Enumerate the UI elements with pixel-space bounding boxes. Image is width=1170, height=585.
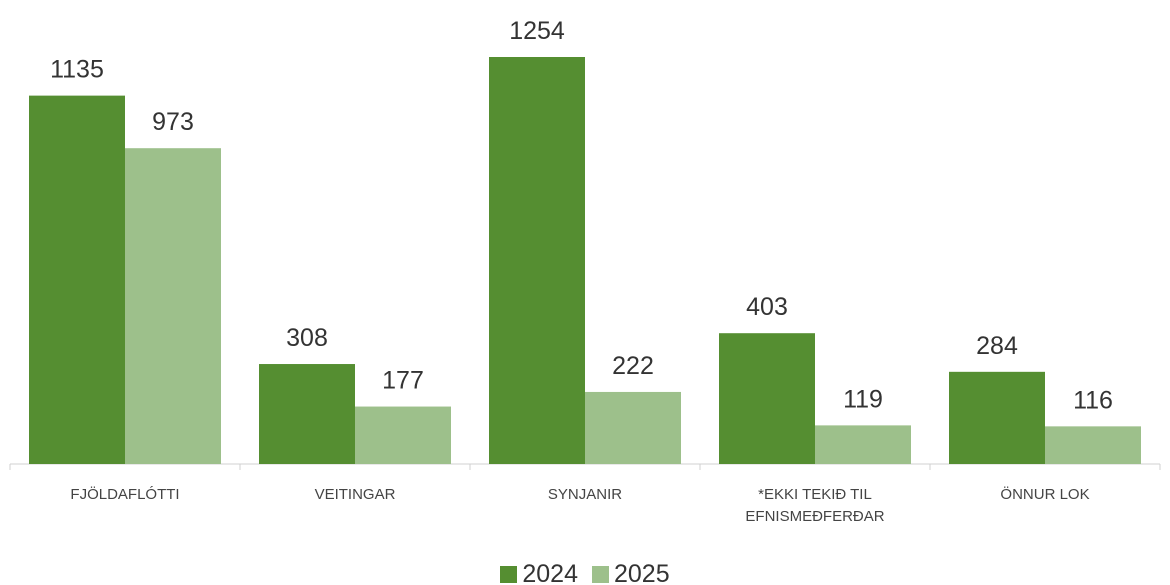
bar bbox=[949, 371, 1045, 464]
data-label: 177 bbox=[382, 367, 424, 395]
data-label: 1254 bbox=[509, 17, 565, 45]
x-tick-label: *EKKI TEKIÐ TIL EFNISMEÐFERÐAR bbox=[745, 486, 885, 525]
data-label: 116 bbox=[1073, 386, 1113, 414]
bar bbox=[489, 57, 585, 464]
data-label: 222 bbox=[612, 352, 654, 380]
bar bbox=[815, 425, 911, 464]
x-tick-label: FJÖLDAFLÓTTI bbox=[70, 486, 180, 503]
legend-swatch bbox=[592, 565, 609, 583]
data-label: 403 bbox=[746, 293, 788, 321]
data-label: 308 bbox=[286, 324, 328, 352]
bar bbox=[125, 148, 221, 464]
legend: 2024 2025 bbox=[0, 562, 1170, 585]
bar bbox=[719, 333, 815, 464]
x-tick-label: VEITINGAR bbox=[314, 486, 396, 503]
data-label: 1135 bbox=[50, 56, 104, 84]
data-label: 973 bbox=[152, 108, 194, 136]
x-tick-label: SYNJANIR bbox=[547, 486, 623, 503]
bar bbox=[585, 391, 681, 464]
legend-swatch bbox=[500, 565, 518, 583]
x-tick-label: ÖNNUR LOK bbox=[1000, 486, 1090, 503]
legend-label: 2025 bbox=[614, 560, 670, 585]
bar bbox=[29, 95, 125, 465]
data-label: 119 bbox=[843, 385, 883, 413]
legend-item: 2025 bbox=[592, 562, 670, 585]
bar bbox=[1045, 426, 1141, 464]
bar bbox=[259, 364, 355, 464]
legend-label: 2024 bbox=[522, 560, 578, 585]
legend-item: 2024 bbox=[500, 562, 578, 585]
data-label: 284 bbox=[976, 332, 1018, 360]
bar bbox=[355, 406, 451, 464]
